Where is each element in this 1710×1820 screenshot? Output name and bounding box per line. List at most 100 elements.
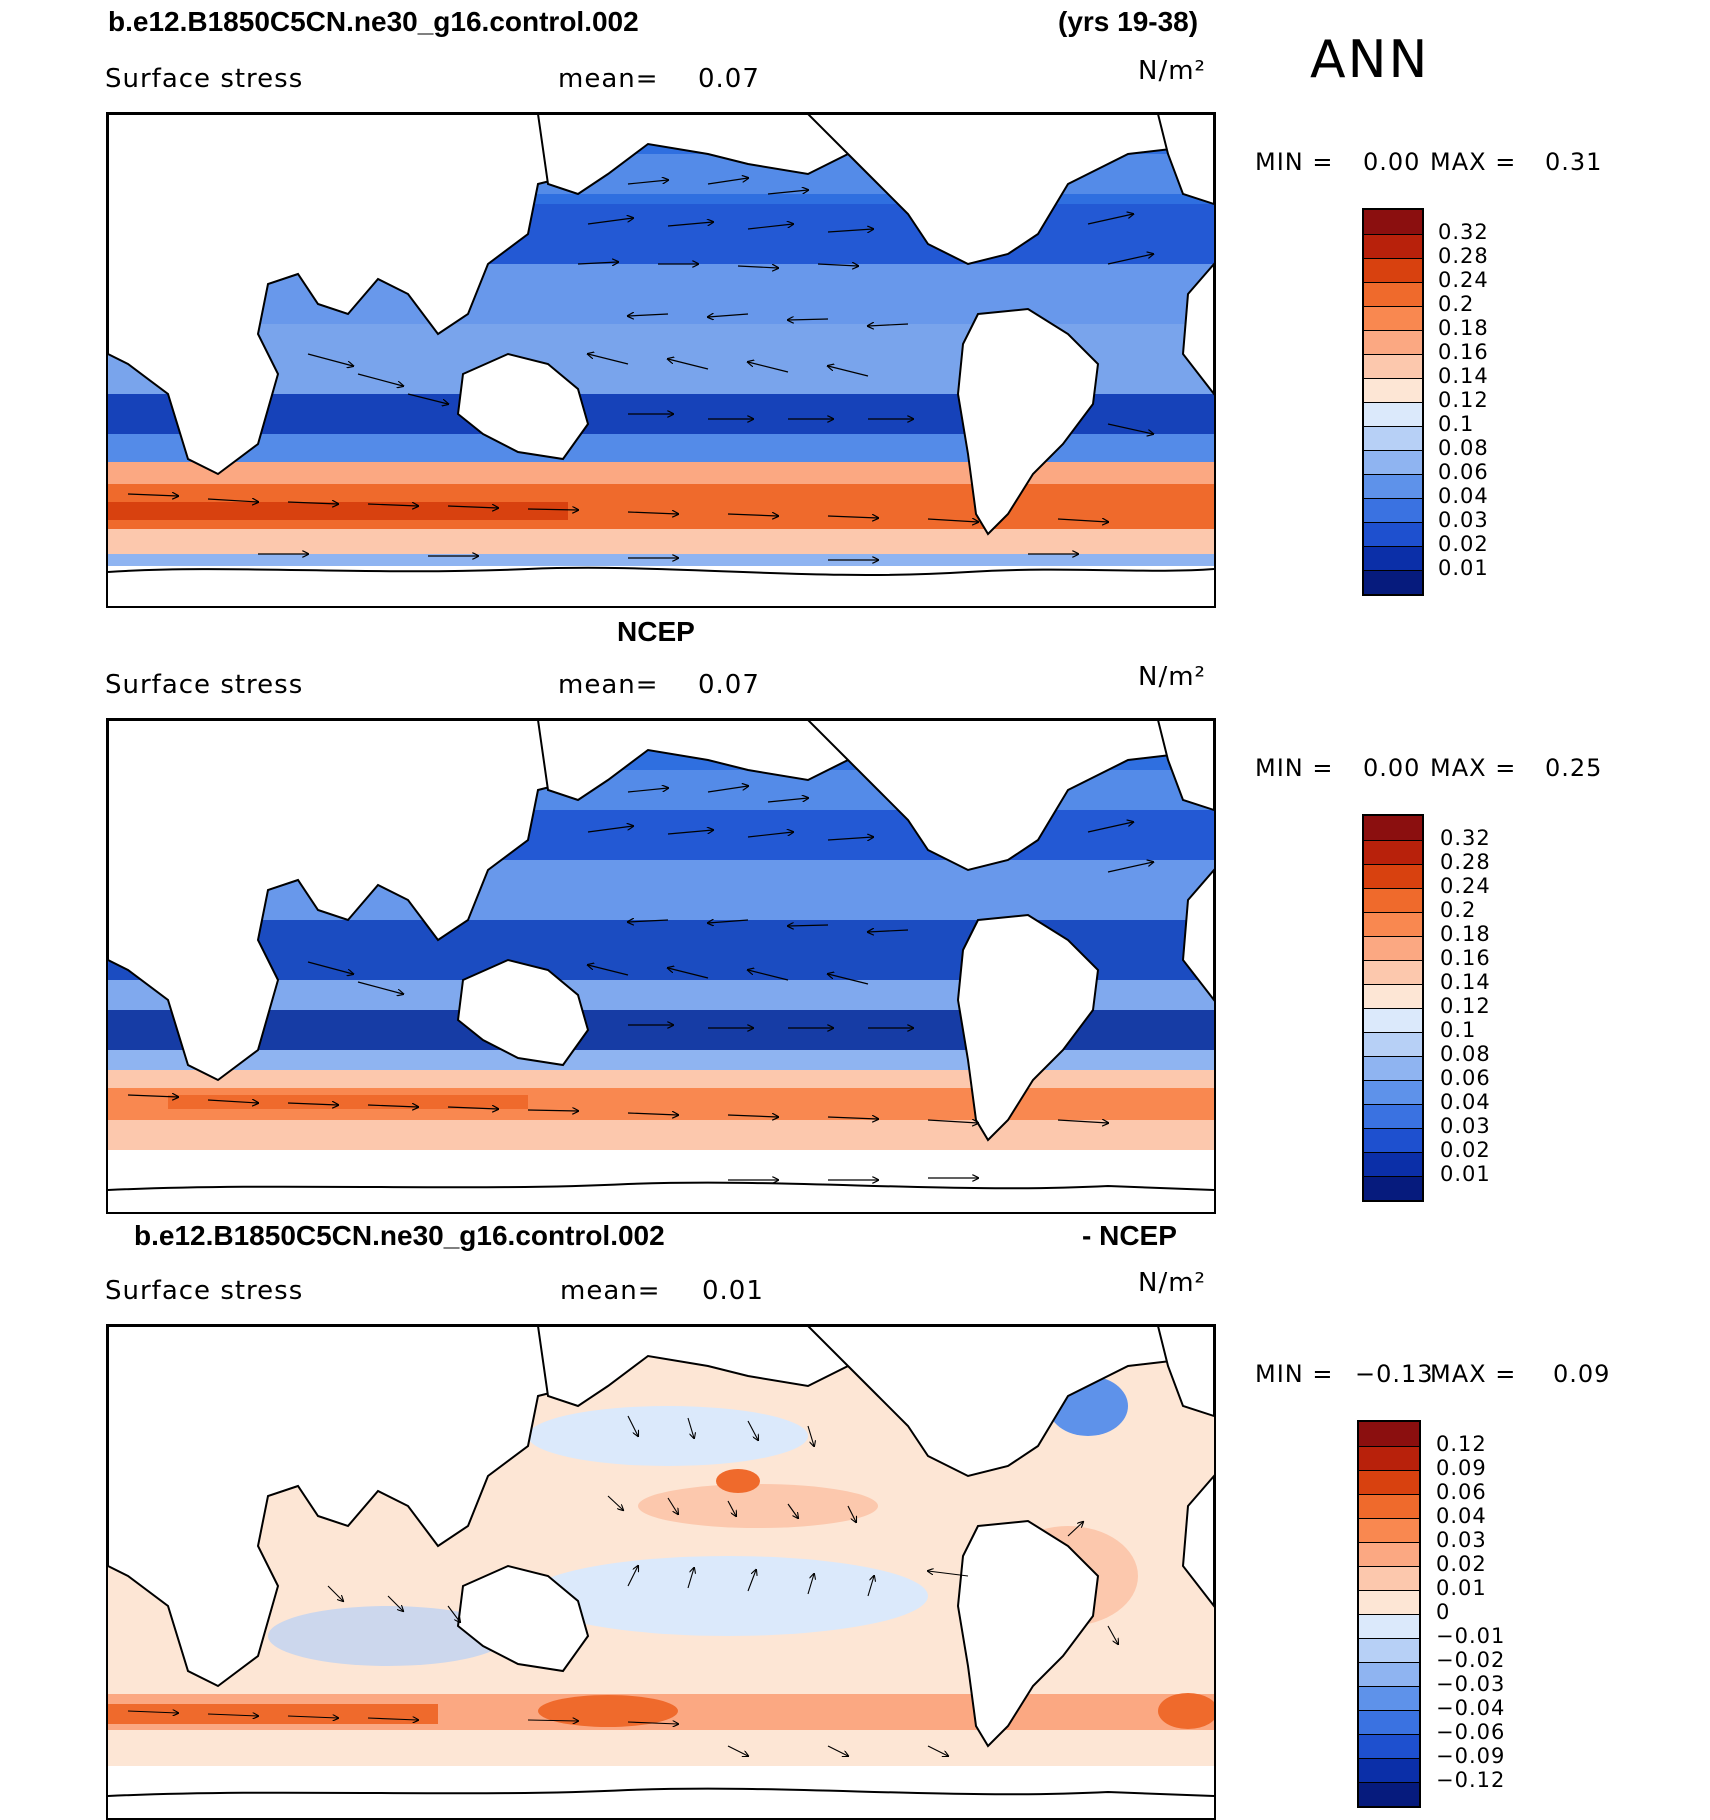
colorbar-label: 0.16 [1440, 946, 1491, 970]
panel3-map-svg [108, 1326, 1214, 1818]
colorbar-segment [1359, 1446, 1419, 1470]
colorbar-label: 0.02 [1440, 1138, 1491, 1162]
colorbar-label: 0.12 [1440, 994, 1491, 1018]
colorbar-segment [1364, 912, 1422, 936]
years-label: (yrs 19-38) [1058, 6, 1199, 37]
colorbar-segment [1364, 498, 1422, 522]
colorbar-label: 0.2 [1438, 292, 1475, 316]
colorbar-label: 0.24 [1440, 874, 1491, 898]
panel3-mean-label: mean= [560, 1276, 661, 1306]
colorbar-segment [1364, 936, 1422, 960]
panel1-mean-value: 0.07 [698, 64, 760, 94]
colorbar-label: 0.08 [1440, 1042, 1491, 1066]
colorbar-segment [1359, 1710, 1419, 1734]
panel2-title: NCEP [617, 616, 695, 647]
panel1-mean-label: mean= [558, 64, 659, 94]
panel2-colorbar [1362, 814, 1424, 1202]
colorbar-segment [1364, 306, 1422, 330]
colorbar-label: 0.02 [1436, 1552, 1487, 1576]
colorbar-label: 0.32 [1440, 826, 1491, 850]
colorbar-segment [1364, 1008, 1422, 1032]
colorbar-label: 0.1 [1438, 412, 1475, 436]
colorbar-label: 0.01 [1440, 1162, 1491, 1186]
panel3-title-right: - NCEP [1082, 1220, 1177, 1251]
panel2-mean-value: 0.07 [698, 670, 760, 700]
colorbar-label: 0.04 [1436, 1504, 1487, 1528]
colorbar-segment [1359, 1590, 1419, 1614]
panel2-map-svg [108, 720, 1214, 1212]
colorbar-segment [1359, 1686, 1419, 1710]
colorbar-label: 0.28 [1440, 850, 1491, 874]
colorbar-label: 0.14 [1440, 970, 1491, 994]
colorbar-segment [1364, 450, 1422, 474]
panel3-mean-value: 0.01 [702, 1276, 764, 1306]
panel2-min-label: MIN = [1255, 754, 1334, 782]
colorbar-label: 0.09 [1436, 1456, 1487, 1480]
colorbar-segment [1364, 816, 1422, 840]
colorbar-segment [1364, 546, 1422, 570]
colorbar-segment [1364, 1080, 1422, 1104]
colorbar-segment [1359, 1542, 1419, 1566]
panel2-max-value: 0.25 [1545, 754, 1603, 782]
colorbar-label: −0.02 [1436, 1648, 1506, 1672]
colorbar-segment [1364, 354, 1422, 378]
colorbar-label: 0.06 [1440, 1066, 1491, 1090]
colorbar-segment [1364, 984, 1422, 1008]
panel2-max-label: MAX = [1430, 754, 1517, 782]
colorbar-segment [1364, 402, 1422, 426]
panel2-map [106, 718, 1216, 1214]
panel3-colorbar [1357, 1420, 1421, 1808]
colorbar-segment [1359, 1782, 1419, 1806]
colorbar-label: 0 [1436, 1600, 1451, 1624]
colorbar-segment [1359, 1470, 1419, 1494]
colorbar-segment [1359, 1734, 1419, 1758]
colorbar-label: 0.02 [1438, 532, 1489, 556]
colorbar-segment [1364, 1032, 1422, 1056]
colorbar-label: −0.03 [1436, 1672, 1506, 1696]
colorbar-segment [1364, 1152, 1422, 1176]
panel3-units: N/m² [1138, 1268, 1206, 1298]
colorbar-segment [1359, 1494, 1419, 1518]
colorbar-segment [1364, 330, 1422, 354]
colorbar-segment [1359, 1662, 1419, 1686]
colorbar-segment [1364, 570, 1422, 594]
colorbar-label: −0.04 [1436, 1696, 1506, 1720]
colorbar-label: 0.04 [1440, 1090, 1491, 1114]
colorbar-segment [1364, 1176, 1422, 1200]
colorbar-segment [1359, 1758, 1419, 1782]
colorbar-segment [1364, 282, 1422, 306]
colorbar-segment [1364, 1056, 1422, 1080]
colorbar-label: 0.28 [1438, 244, 1489, 268]
colorbar-label: 0.18 [1440, 922, 1491, 946]
colorbar-segment [1359, 1614, 1419, 1638]
colorbar-segment [1359, 1422, 1419, 1446]
colorbar-label: −0.01 [1436, 1624, 1506, 1648]
panel1-units: N/m² [1138, 56, 1206, 86]
panel1-map [106, 112, 1216, 608]
case-title: b.e12.B1850C5CN.ne30_g16.control.002 [108, 6, 639, 37]
season-label: ANN [1310, 30, 1430, 90]
panel1-colorbar [1362, 208, 1424, 596]
colorbar-segment [1364, 426, 1422, 450]
colorbar-label: 0.03 [1440, 1114, 1491, 1138]
panel1-map-svg [108, 114, 1214, 606]
colorbar-segment [1359, 1566, 1419, 1590]
colorbar-label: 0.12 [1438, 388, 1489, 412]
panel1-min-label: MIN = [1255, 148, 1334, 176]
colorbar-label: 0.03 [1438, 508, 1489, 532]
colorbar-label: 0.08 [1438, 436, 1489, 460]
colorbar-segment [1364, 522, 1422, 546]
colorbar-segment [1359, 1638, 1419, 1662]
colorbar-label: −0.06 [1436, 1720, 1506, 1744]
colorbar-label: 0.01 [1436, 1576, 1487, 1600]
colorbar-segment [1364, 258, 1422, 282]
panel1-variable: Surface stress [105, 64, 304, 94]
panel3-max-label: MAX = [1430, 1360, 1517, 1388]
colorbar-segment [1364, 1128, 1422, 1152]
panel1-max-label: MAX = [1430, 148, 1517, 176]
panel2-min-value: 0.00 [1363, 754, 1421, 782]
colorbar-label: 0.06 [1436, 1480, 1487, 1504]
colorbar-label: 0.2 [1440, 898, 1477, 922]
panel2-mean-label: mean= [558, 670, 659, 700]
colorbar-label: 0.16 [1438, 340, 1489, 364]
